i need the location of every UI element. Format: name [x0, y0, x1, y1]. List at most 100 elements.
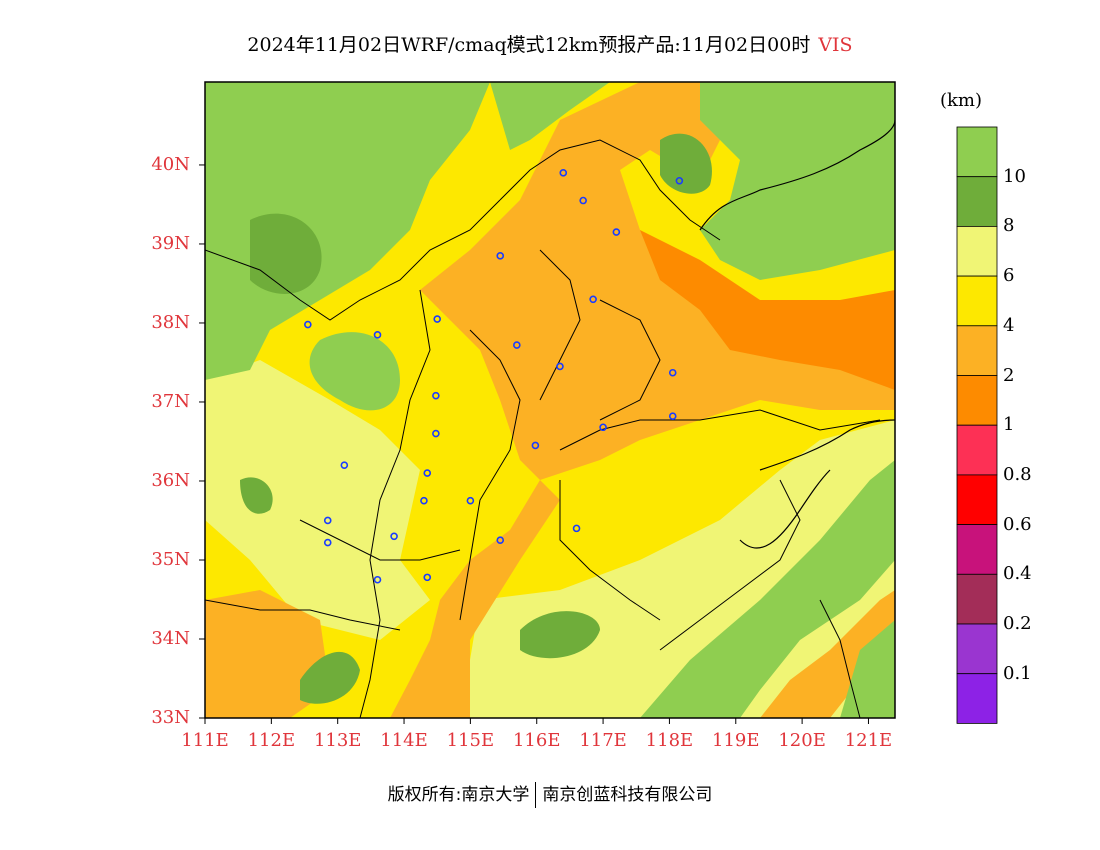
province-borders: [205, 139, 881, 718]
field-10-northeast: [700, 82, 895, 280]
axis-ticks: [199, 164, 869, 724]
lon-label: 115E: [446, 730, 495, 751]
field-10-yellowsea: [640, 460, 895, 718]
plot-frame: [204, 81, 896, 719]
station-marker: [531, 441, 540, 450]
title-main: 2024年11月02日WRF/cmaq模式12km预报产品:11月02日00时: [247, 34, 811, 56]
colorbar-segment: [956, 176, 998, 227]
lat-label: 36N: [151, 469, 190, 491]
colorbar-label: 0.4: [1003, 563, 1032, 585]
colorbar-segment: [956, 375, 998, 426]
station-marker: [373, 575, 382, 584]
station-marker: [668, 412, 677, 420]
colorbar-label: 0.8: [1003, 463, 1032, 485]
station-marker: [599, 423, 607, 432]
colorbar-label: 8: [1003, 215, 1015, 237]
station-marker: [496, 252, 505, 260]
station-marker: [466, 496, 475, 505]
station-marker: [420, 496, 428, 505]
field-8-10-spot: [240, 477, 273, 514]
station-marker: [433, 315, 442, 323]
station-marker: [572, 524, 581, 533]
colorbar-segment: [956, 424, 998, 476]
colorbar-segment: [956, 474, 998, 525]
field-1-2-band: [640, 230, 895, 390]
lat-label: 35N: [151, 548, 190, 570]
field-8-10-west: [250, 213, 322, 294]
station-marker: [432, 391, 440, 400]
station-marker: [556, 362, 564, 371]
lat-label: 39N: [151, 232, 190, 254]
lon-label: 113E: [313, 730, 362, 751]
lon-label: 111E: [181, 730, 229, 751]
field-10-northwest: [205, 82, 490, 380]
station-marker: [668, 368, 677, 377]
lon-label: 120E: [778, 730, 826, 751]
colorbar-label: 0.2: [1003, 613, 1032, 634]
copyright-footer: 版权所有:南京大学 南京创蓝科技有限公司: [0, 780, 1100, 808]
title-variable: VIS: [818, 34, 853, 56]
field-8-10-southwest: [300, 651, 360, 704]
station-marker: [589, 295, 597, 304]
field-2-4-corridor: [390, 82, 895, 718]
copyright-left: 版权所有:南京大学: [387, 785, 530, 805]
colorbar: [956, 126, 998, 724]
lon-label: 116E: [512, 730, 561, 751]
lon-label: 117E: [579, 730, 627, 751]
colorbar-label: 2: [1003, 364, 1015, 386]
station-marker: [496, 536, 505, 545]
colorbar-segment: [956, 325, 998, 376]
lon-label: 118E: [645, 730, 694, 751]
colorbar-label: 6: [1003, 265, 1015, 287]
colorbar-segment: [956, 126, 998, 178]
map-title: 2024年11月02日WRF/cmaq模式12km预报产品:11月02日00时 V…: [0, 30, 1100, 57]
colorbar-label: 4: [1003, 314, 1015, 336]
lat-label: 34N: [151, 627, 190, 649]
colorbar-label: 1: [1003, 414, 1015, 436]
station-marker: [390, 532, 398, 541]
visibility-field: [205, 82, 895, 718]
station-marker: [340, 461, 349, 469]
station-markers: [304, 169, 684, 584]
station-marker: [432, 429, 440, 438]
colorbar-label: 10: [1003, 165, 1026, 187]
field-2-4-coast: [760, 590, 895, 718]
colorbar-label: 0.6: [1003, 513, 1032, 535]
colorbar-label: 0.1: [1003, 662, 1032, 684]
field-2-4-southwest: [205, 590, 330, 718]
lon-label: 121E: [844, 730, 893, 751]
lat-label: 33N: [151, 707, 190, 728]
copyright-right: 南京创蓝科技有限公司: [542, 785, 713, 805]
field-6-8-west: [205, 360, 430, 640]
lon-label: 112E: [247, 730, 296, 751]
station-marker: [423, 469, 432, 477]
coastline-bohai: [699, 119, 895, 231]
colorbar-segment: [956, 225, 998, 277]
station-marker: [579, 196, 587, 205]
station-marker: [675, 176, 684, 185]
station-marker: [423, 573, 432, 582]
lon-label: 119E: [712, 730, 760, 751]
station-marker: [513, 341, 521, 349]
field-10-north: [490, 82, 610, 150]
station-marker: [304, 320, 312, 329]
colorbar-unit: (km): [940, 90, 983, 111]
colorbar-segment: [956, 275, 998, 327]
field-8-10-south: [520, 611, 600, 659]
field-10-taiyuan: [309, 332, 400, 411]
lat-label: 40N: [151, 153, 190, 175]
coastline-shandong: [759, 419, 895, 471]
station-marker: [559, 169, 568, 177]
colorbar-segment: [956, 623, 998, 675]
lon-label: 114E: [380, 730, 428, 751]
colorbar-segment: [956, 524, 998, 575]
field-8-10-liaodong: [660, 133, 712, 194]
lat-label: 38N: [151, 311, 190, 333]
lat-label: 37N: [151, 390, 190, 412]
coastline-jiangsu: [739, 469, 831, 549]
footer-separator: [535, 782, 537, 808]
colorbar-segment: [956, 573, 998, 625]
colorbar-segment: [956, 673, 998, 724]
station-marker: [612, 228, 621, 236]
